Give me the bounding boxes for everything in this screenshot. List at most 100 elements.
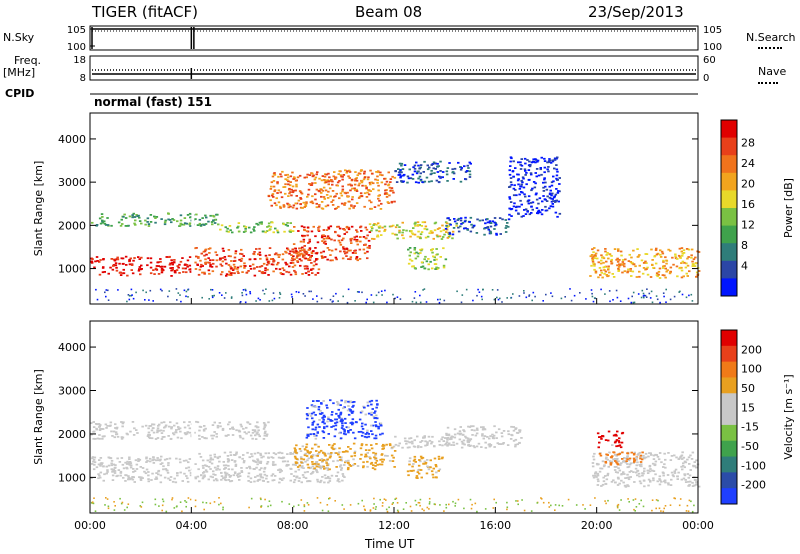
power-cell — [617, 250, 620, 252]
power-cell — [279, 205, 282, 208]
velocity-cell — [145, 468, 149, 471]
velocity-cell — [615, 454, 618, 457]
power-cell — [408, 230, 412, 232]
power-cell — [120, 218, 123, 221]
velocity-cell — [188, 427, 192, 430]
velocity-cell — [218, 460, 221, 463]
velocity-cell — [264, 452, 267, 455]
power-cell — [375, 229, 378, 232]
velocity-cell — [642, 472, 645, 475]
power-noise-cell — [356, 291, 359, 293]
power-cell — [244, 265, 247, 267]
velocity-cell — [92, 468, 96, 471]
velocity-cell — [214, 474, 217, 476]
velocity-cell — [604, 475, 607, 477]
velocity-cell — [326, 477, 329, 479]
velocity-cell — [96, 437, 100, 440]
power-cell — [685, 272, 688, 275]
power-cell — [205, 216, 208, 219]
velocity-cell — [117, 469, 121, 471]
power-cell — [286, 176, 290, 179]
velocity-cell — [360, 434, 364, 437]
velocity-cell — [369, 462, 373, 465]
velocity-cell — [680, 465, 683, 468]
power-cell — [372, 224, 375, 226]
power-cell — [349, 239, 353, 242]
velocity-cell — [152, 427, 155, 429]
power-cell — [125, 264, 128, 266]
power-cell — [173, 261, 176, 263]
power-noise-cell — [145, 291, 147, 294]
power-cell — [322, 238, 326, 240]
power-cell — [95, 224, 98, 227]
velocity-cell — [135, 468, 139, 470]
power-cell — [665, 259, 668, 262]
power-cell — [616, 260, 620, 263]
power-cell — [292, 255, 295, 258]
power-cell — [412, 166, 415, 169]
power-noise-cell — [439, 298, 441, 301]
power-cell — [379, 174, 382, 176]
velocity-cell — [596, 472, 600, 475]
power-cell — [339, 250, 342, 253]
power-noise-cell — [411, 300, 414, 303]
velocity-noise-cell — [385, 508, 388, 511]
power-noise-cell — [262, 289, 264, 292]
power-cell — [313, 260, 316, 263]
velocity-cell — [309, 415, 313, 417]
velocity-cell — [253, 460, 257, 463]
power-cell — [593, 268, 596, 271]
velocity-cell — [205, 437, 208, 440]
velocity-noise-cell — [632, 499, 635, 501]
velocity-cell — [516, 432, 520, 434]
velocity-cell — [101, 437, 104, 440]
velocity-cell — [306, 407, 309, 409]
power-cell — [169, 267, 172, 269]
velocity-cell — [145, 456, 148, 459]
power-cell — [285, 263, 288, 266]
velocity-noise-cell — [679, 498, 682, 500]
power-cell — [417, 164, 420, 167]
velocity-cell — [254, 476, 257, 478]
power-cell — [307, 270, 310, 273]
velocity-cell — [101, 428, 105, 430]
power-noise-cell — [211, 296, 214, 299]
power-cell — [201, 271, 204, 274]
power-cell — [296, 255, 299, 257]
power-noise-cell — [415, 301, 418, 304]
velocity-cell — [110, 430, 113, 433]
power-cell — [315, 173, 318, 176]
power-cell — [640, 259, 644, 262]
power-cell — [478, 219, 482, 222]
power-ytick-label: 4000 — [58, 133, 86, 146]
power-cell — [360, 180, 364, 182]
power-cell — [601, 256, 604, 259]
power-cell — [260, 223, 263, 225]
velocity-cell — [644, 452, 648, 455]
velocity-cell — [298, 464, 301, 467]
velocity-cell — [147, 474, 150, 477]
velocity-cell — [309, 472, 313, 475]
velocity-noise-cell — [349, 504, 352, 506]
power-cell — [315, 258, 318, 261]
power-cell — [669, 266, 673, 269]
velocity-cell — [227, 474, 231, 476]
power-cell — [114, 264, 118, 267]
velocity-cell — [295, 475, 299, 478]
velocity-cell — [271, 479, 274, 482]
power-cell — [401, 234, 404, 237]
velocity-noise-cell — [418, 502, 421, 504]
velocity-cell — [99, 428, 102, 430]
power-cell — [278, 253, 281, 256]
power-cell — [229, 255, 232, 258]
power-cell — [590, 264, 593, 267]
power-cell — [269, 228, 272, 231]
velocity-noise-cell — [410, 510, 413, 512]
velocity-noise-cell — [139, 505, 142, 507]
power-cell — [544, 181, 547, 184]
velocity-cell — [330, 474, 334, 477]
power-cell — [99, 222, 103, 225]
power-cell — [459, 168, 463, 171]
power-noise-cell — [241, 294, 244, 297]
velocity-cell — [150, 437, 154, 440]
